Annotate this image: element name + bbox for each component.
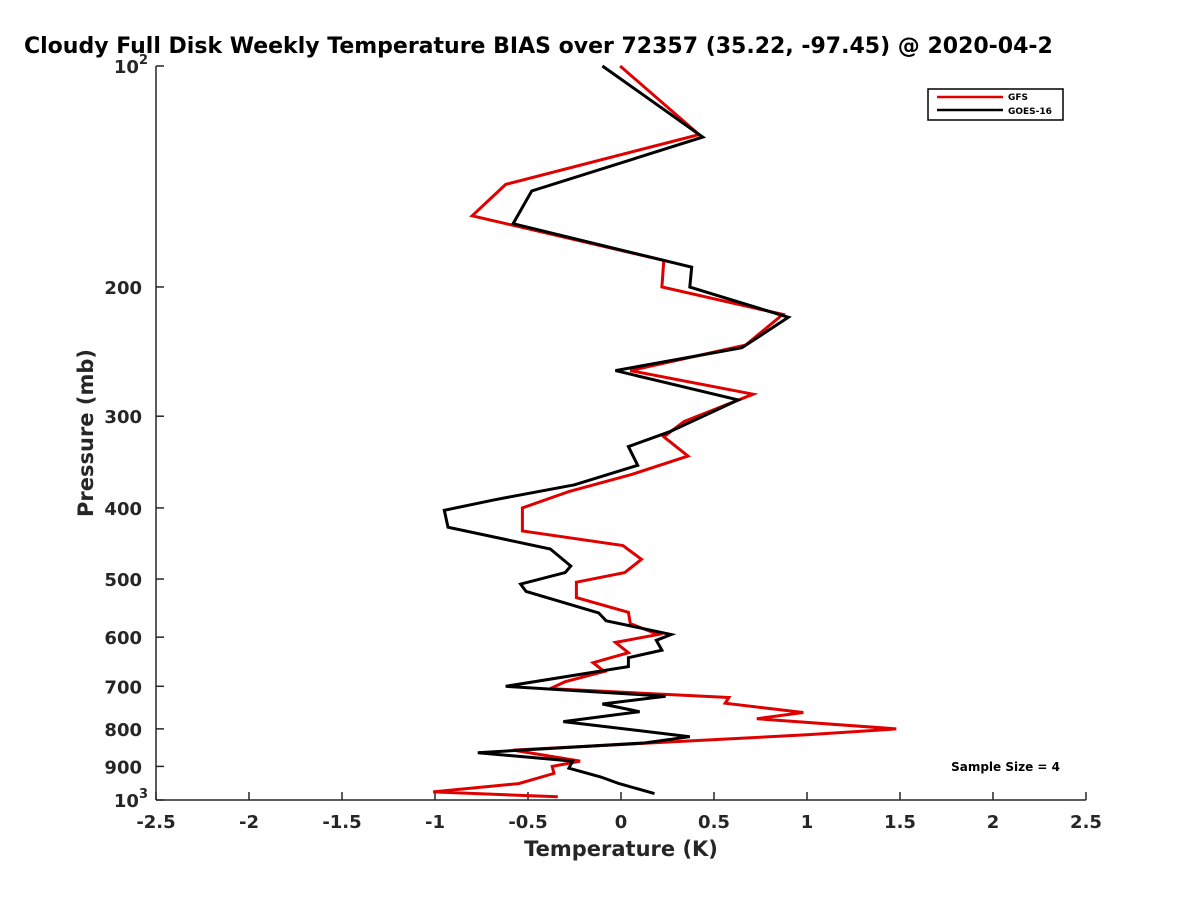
series-line-gfs [432,64,897,799]
x-tick-label: 1.5 [884,812,916,833]
x-ticks: -2.5 -2 -1.5 -1 -0.5 0 0.5 1 1.5 2 2.5 [136,792,1102,833]
y-tick-label: 500 [104,570,142,591]
legend: GFS GOES-16 [927,88,1064,121]
y-tick-label: 102 [114,53,148,78]
plot-axes [155,66,1086,801]
y-tick-label-base: 10 [114,791,139,812]
y-tick-label: 700 [104,677,142,698]
x-axis-label: Temperature (K) [524,837,718,861]
y-tick-label: 103 [114,787,148,812]
x-tick-label: -0.5 [508,812,547,833]
y-tick-label-exponent: 2 [139,53,148,68]
x-tick-label: 0 [615,812,628,833]
series-lines [432,64,897,799]
x-tick-label: 0.5 [698,812,730,833]
sample-size-annotation: Sample Size = 4 [951,760,1060,774]
x-tick-label: 2 [987,812,1000,833]
chart-title: Cloudy Full Disk Weekly Temperature BIAS… [24,34,1053,59]
y-axis-label: Pressure (mb) [74,349,98,517]
x-tick-label: 2.5 [1070,812,1102,833]
y-tick-label: 900 [104,757,142,778]
y-tick-label: 300 [104,407,142,428]
y-tick-label: 400 [104,499,142,520]
legend-label-goes16: GOES-16 [1008,107,1052,117]
x-tick-label: -2 [239,812,259,833]
legend-box [927,88,1064,121]
y-tick-label: 200 [104,278,142,299]
x-tick-label: -1 [425,812,445,833]
y-tick-label: 600 [104,628,142,649]
x-tick-label: 1 [801,812,814,833]
legend-label-gfs: GFS [1008,93,1028,103]
x-tick-label: -2.5 [136,812,175,833]
x-tick-label: -1.5 [322,812,361,833]
y-tick-label-base: 10 [114,57,139,78]
y-tick-label: 800 [104,720,142,741]
series-line-goes16 [442,64,792,796]
y-tick-label-exponent: 3 [139,787,148,802]
